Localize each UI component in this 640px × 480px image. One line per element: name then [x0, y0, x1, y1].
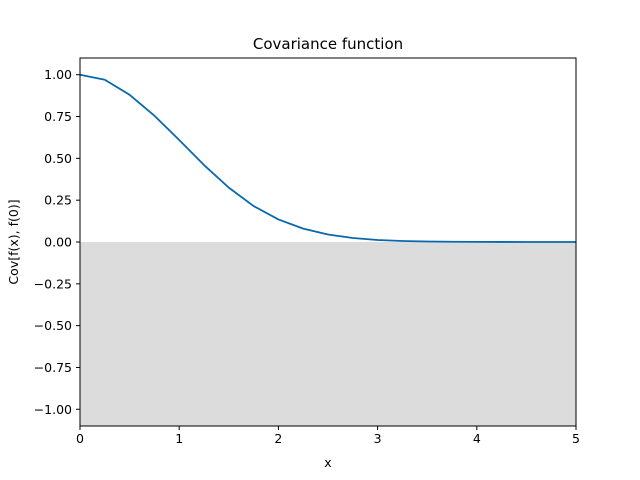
y-tick-label: 1.00 — [44, 67, 72, 82]
shaded-region — [80, 242, 576, 426]
y-tick-label: −0.50 — [34, 318, 72, 333]
x-tick-label: 0 — [76, 431, 84, 446]
x-axis-label: x — [324, 455, 331, 470]
y-tick-label: −1.00 — [34, 402, 72, 417]
x-tick-label: 3 — [374, 431, 382, 446]
y-tick-label: −0.25 — [34, 276, 72, 291]
x-tick-label: 5 — [572, 431, 580, 446]
y-tick-label: −0.75 — [34, 360, 72, 375]
x-tick-label: 4 — [473, 431, 481, 446]
series-line-0 — [79, 73, 576, 243]
y-tick-label: 0.75 — [44, 109, 72, 124]
chart-title: Covariance function — [253, 35, 403, 53]
y-tick-label: 0.00 — [44, 235, 72, 250]
y-axis-label: Cov[f(x), f(0)] — [6, 199, 21, 284]
x-tick-label: 1 — [175, 431, 183, 446]
x-tick-label: 2 — [274, 431, 282, 446]
y-tick-label: 0.50 — [44, 151, 72, 166]
y-tick-label: 0.25 — [44, 193, 72, 208]
